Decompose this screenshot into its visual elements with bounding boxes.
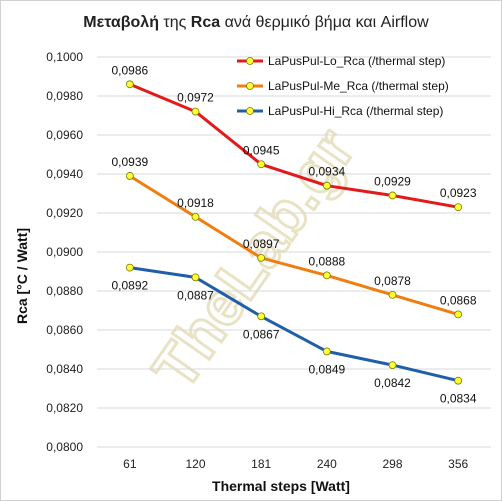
data-label: 0,0972 bbox=[177, 91, 214, 105]
data-label: 0,0897 bbox=[243, 237, 280, 251]
data-point bbox=[191, 107, 200, 116]
y-tick-label: 0,0800 bbox=[46, 440, 83, 454]
data-label: 0,0939 bbox=[111, 155, 148, 169]
data-point bbox=[322, 271, 331, 280]
data-label: 0,0929 bbox=[374, 174, 411, 188]
data-label: 0,0892 bbox=[111, 279, 148, 293]
chart-title-rest: ανά θερμικό βήμα και Airflow bbox=[220, 14, 429, 31]
x-axis-ticks: 61 120 181 240 298 356 bbox=[123, 457, 468, 471]
legend-entry: LaPusPul-Hi_Rca (/thermal step) bbox=[268, 104, 443, 118]
y-tick-label: 0,0840 bbox=[46, 362, 83, 376]
x-tick-label: 181 bbox=[251, 457, 271, 471]
data-labels: 0,0986 0,0972 0,0945 0,0934 0,0929 0,0923 0,09… bbox=[111, 63, 476, 405]
data-label: 0,0868 bbox=[440, 293, 477, 307]
x-tick-label: 356 bbox=[448, 457, 468, 471]
data-point bbox=[257, 312, 266, 321]
y-axis-ticks: 0,0800 0,0820 0,0840 0,0860 0,0880 0,0900 0,09… bbox=[46, 50, 83, 454]
data-point bbox=[125, 172, 134, 180]
data-point bbox=[454, 203, 463, 212]
y-axis-label: Rca [°C / Watt] bbox=[14, 228, 30, 324]
legend: LaPusPul-Lo_Rca (/thermal step) LaPusPul-… bbox=[237, 54, 449, 118]
chart-title: Μεταβολή της Rca ανά θερμικό βήμα και Ai… bbox=[83, 14, 429, 31]
data-point bbox=[322, 347, 331, 356]
data-point bbox=[125, 263, 134, 272]
legend-marker bbox=[246, 57, 254, 65]
y-tick-label: 0,0860 bbox=[46, 323, 83, 337]
data-point bbox=[322, 181, 331, 190]
data-label: 0,0986 bbox=[111, 63, 148, 77]
data-points bbox=[125, 80, 463, 385]
chart-title-bold: Μεταβολή bbox=[83, 14, 159, 31]
x-tick-label: 120 bbox=[185, 457, 205, 471]
y-tick-label: 0,1000 bbox=[46, 50, 83, 64]
series-line-1 bbox=[129, 82, 459, 209]
chart-title-bold-2: Rca bbox=[191, 14, 220, 31]
chart-title-mid: της bbox=[159, 14, 191, 31]
legend-marker bbox=[246, 107, 254, 115]
y-tick-label: 0,0980 bbox=[46, 89, 83, 103]
series-line-3 bbox=[129, 266, 459, 383]
x-tick-label: 298 bbox=[382, 457, 402, 471]
data-label: 0,0834 bbox=[440, 392, 477, 406]
data-label: 0,0867 bbox=[243, 327, 280, 341]
y-tick-label: 0,0900 bbox=[46, 245, 83, 259]
y-tick-label: 0,0960 bbox=[46, 128, 83, 142]
x-tick-label: 240 bbox=[317, 457, 337, 471]
y-tick-label: 0,0820 bbox=[46, 401, 83, 415]
data-point bbox=[388, 290, 397, 299]
data-point bbox=[257, 160, 266, 169]
y-tick-label: 0,0880 bbox=[46, 284, 83, 298]
data-point bbox=[125, 80, 134, 89]
data-label: 0,0923 bbox=[440, 186, 477, 200]
data-label: 0,0842 bbox=[374, 376, 411, 390]
legend-marker bbox=[246, 82, 254, 90]
data-label: 0,0945 bbox=[243, 143, 280, 157]
gridlines bbox=[97, 56, 491, 448]
data-label: 0,0887 bbox=[177, 288, 214, 302]
data-label: 0,0934 bbox=[308, 165, 345, 179]
data-label: 0,0888 bbox=[308, 254, 345, 268]
data-point bbox=[191, 273, 200, 282]
data-point bbox=[191, 212, 200, 221]
x-tick-label: 61 bbox=[123, 457, 137, 471]
series-lines bbox=[129, 82, 459, 383]
data-label: 0,0918 bbox=[177, 196, 214, 210]
legend-entry: LaPusPul-Lo_Rca (/thermal step) bbox=[268, 54, 445, 68]
series-line-2 bbox=[129, 174, 459, 316]
data-point bbox=[257, 253, 266, 262]
y-tick-label: 0,0940 bbox=[46, 167, 83, 181]
x-axis-label: Thermal steps [Watt] bbox=[212, 478, 350, 494]
data-label: 0,0849 bbox=[308, 362, 345, 376]
data-point bbox=[454, 376, 463, 385]
data-point bbox=[454, 310, 463, 319]
y-tick-label: 0,0920 bbox=[46, 206, 83, 220]
data-point bbox=[388, 361, 397, 370]
data-point bbox=[388, 191, 397, 200]
legend-entry: LaPusPul-Me_Rca (/thermal step) bbox=[268, 79, 449, 93]
data-label: 0,0878 bbox=[374, 274, 411, 288]
